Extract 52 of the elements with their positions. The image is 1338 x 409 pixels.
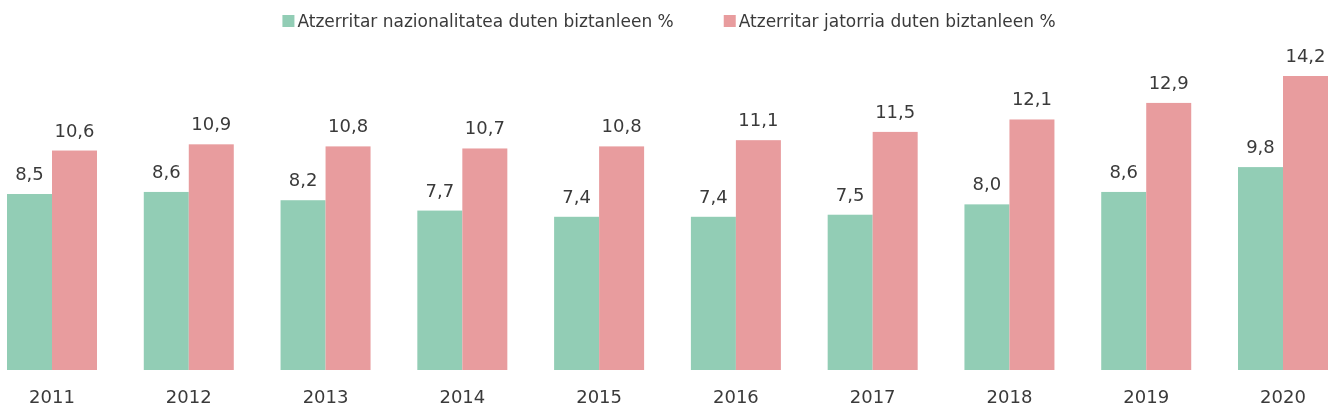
data-label: 8,6 xyxy=(151,160,181,182)
bar xyxy=(1283,76,1328,370)
data-label: 8,6 xyxy=(1109,160,1139,182)
data-label: 7,4 xyxy=(699,185,728,207)
data-label: 10,7 xyxy=(464,117,505,139)
x-tick-label: 2012 xyxy=(165,385,212,407)
data-label: 10,9 xyxy=(191,113,232,135)
x-tick-label: 2013 xyxy=(302,385,349,407)
data-label: 7,4 xyxy=(562,185,591,207)
bar xyxy=(462,148,508,370)
bar xyxy=(964,204,1010,370)
x-tick-label: 2011 xyxy=(29,385,75,407)
data-label: 12,9 xyxy=(1148,71,1189,93)
data-label: 7,7 xyxy=(425,179,455,201)
data-label: 8,0 xyxy=(972,173,1002,195)
x-tick-label: 2020 xyxy=(1260,385,1306,407)
bar xyxy=(417,210,463,370)
x-tick-label: 2016 xyxy=(712,385,759,407)
data-label: 14,2 xyxy=(1285,45,1326,66)
legend-label: Atzerritar jatorria duten biztanleen % xyxy=(738,11,1056,31)
data-label: 7,5 xyxy=(835,183,865,205)
data-label: 8,2 xyxy=(288,169,318,191)
x-tick-label: 2017 xyxy=(849,385,896,407)
bar xyxy=(872,131,918,370)
data-label: 8,5 xyxy=(15,163,44,185)
x-tick-label: 2014 xyxy=(439,385,486,407)
data-label: 11,5 xyxy=(875,100,916,122)
bar xyxy=(1009,119,1055,370)
bar xyxy=(7,194,52,370)
bar xyxy=(325,146,371,370)
bar xyxy=(143,191,189,370)
data-label: 10,6 xyxy=(54,119,95,141)
bar xyxy=(690,216,736,370)
bar xyxy=(1101,191,1147,370)
bar xyxy=(1146,102,1192,370)
data-label: 10,8 xyxy=(328,115,369,137)
bar xyxy=(554,216,600,370)
bar xyxy=(280,200,326,370)
bar xyxy=(188,144,234,370)
bar xyxy=(827,214,873,370)
data-label: 12,1 xyxy=(1011,88,1052,110)
data-label: 10,8 xyxy=(601,115,642,137)
data-label: 11,1 xyxy=(738,109,779,131)
x-tick-label: 2019 xyxy=(1123,385,1170,407)
x-tick-label: 2015 xyxy=(576,385,623,407)
legend-label: Atzerritar nazionalitatea duten biztanleen % xyxy=(297,11,674,31)
x-tick-label: 2018 xyxy=(986,385,1033,407)
bar xyxy=(1238,167,1283,370)
bar xyxy=(735,140,781,370)
bar xyxy=(599,146,645,370)
data-label: 9,8 xyxy=(1246,136,1275,158)
bar xyxy=(52,150,97,370)
